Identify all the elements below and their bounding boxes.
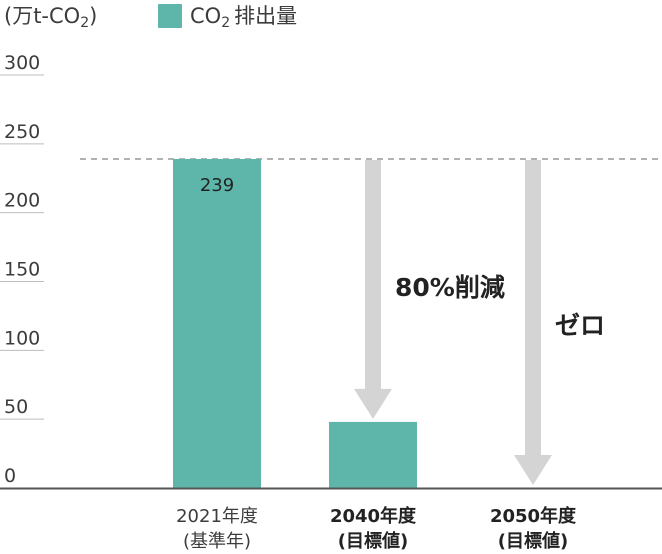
legend-label: CO2 排出量	[190, 4, 297, 31]
reduction-arrow	[354, 159, 392, 419]
legend-swatch	[158, 4, 182, 28]
bar	[173, 158, 261, 488]
bar-layer	[173, 158, 417, 488]
x-axis-categories: 2021年度 (基準年) 2040年度 (目標値) 2050年度 (目標値)	[176, 505, 577, 552]
y-tick-label: 200	[4, 190, 40, 212]
y-tick-label: 300	[4, 52, 40, 74]
y-tick-label: 100	[4, 327, 40, 349]
category-sublabel: (目標値)	[498, 530, 568, 552]
category-sublabel: (目標値)	[338, 530, 408, 552]
data-label-layer: 239	[200, 175, 234, 196]
y-tick-label: 150	[4, 259, 40, 281]
category-label: 2050年度	[490, 505, 577, 527]
y-unit-label: (万t-CO2)	[4, 4, 97, 31]
category-label: 2040年度	[330, 505, 417, 527]
arrow-annotation: ゼロ	[555, 311, 605, 340]
bar	[329, 421, 417, 488]
category-sublabel: (基準年)	[183, 531, 251, 552]
y-axis-ticks: 0 50 100 150 200 250 300	[0, 52, 44, 489]
arrow-annotation: 80%削減	[395, 273, 505, 302]
category-label: 2021年度	[176, 506, 258, 527]
y-tick-label: 50	[4, 396, 28, 418]
bar-value-label: 239	[200, 175, 234, 196]
y-tick-label: 0	[4, 465, 16, 487]
y-tick-label: 250	[4, 121, 40, 143]
reduction-arrow	[514, 159, 552, 485]
